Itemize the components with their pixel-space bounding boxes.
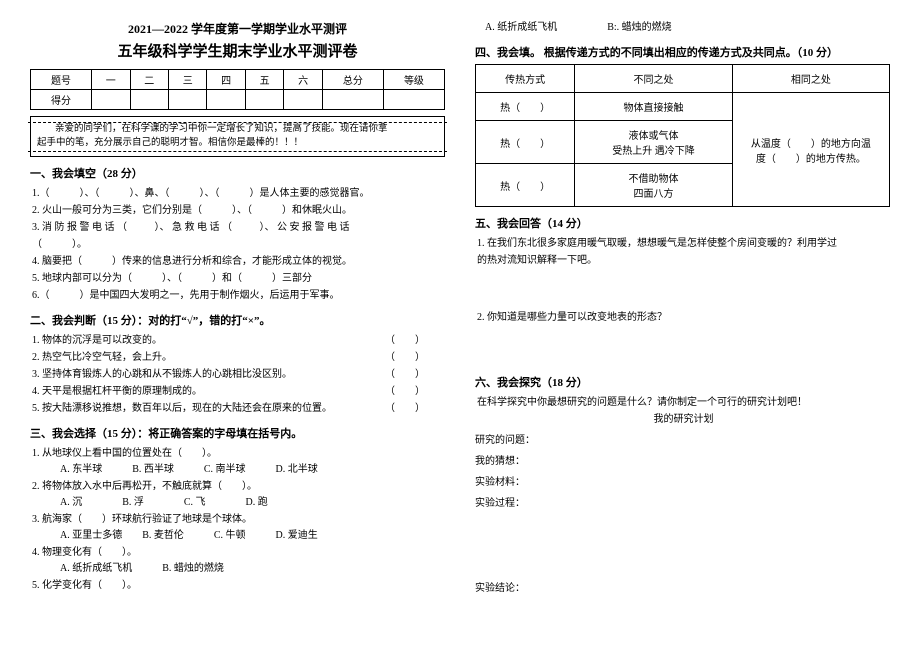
s3-q2: 2. 将物体放入水中后再松开，不触底就算（ ）。 (32, 478, 445, 495)
section5-title: 五、我会回答（14 分） (475, 215, 890, 231)
s1-q2: 2. 火山一般可分为三类，它们分别是（ ）、（ ）和休眠火山。 (32, 202, 445, 219)
score-header-row: 题号 一 二 三 四 五 六 总分 等级 (31, 70, 445, 90)
plan-material: 实验材料： (475, 474, 890, 491)
s3-q3: 3. 航海家（ ）环球航行验证了地球是个球体。 (32, 511, 445, 528)
h-col3: 相同之处 (732, 65, 889, 93)
s2-q4: 4. 天平是根据杠杆平衡的原理制成的。（ ） (32, 383, 445, 400)
s2-q1: 1. 物体的沉浮是可以改变的。（ ） (32, 332, 445, 349)
heat-table: 传热方式 不同之处 相同之处 热（ ） 物体直接接触 从温度（ ）的地方向温 度… (475, 64, 890, 207)
s6-intro: 在科学探究中你最想研究的问题是什么？请你制定一个可行的研究计划吧！ (477, 394, 890, 411)
h-col1: 传热方式 (476, 65, 575, 93)
s1-q5: 5. 地球内部可以分为（ ）、（ ）和（ ）三部分 (32, 270, 445, 287)
notice-line2: 起手中的笔，充分展示自己的聪明才智。相信你是最棒的！！！ (37, 136, 438, 150)
s1-q6: 6.（ ）是中国四大发明之一，先用于制作烟火，后运用于军事。 (32, 287, 445, 304)
notice-box: 亲爱的同学们，在科学课的学习中你一定增长了知识，提高了技能。现在请你拿 起手中的… (30, 116, 445, 157)
section6-title: 六、我会探究（18 分） (475, 374, 890, 390)
q5-options-top: A. 纸折成纸飞机 B:. 蜡烛的燃烧 (485, 20, 890, 36)
notice-line1: 亲爱的同学们，在科学课的学习中你一定增长了知识，提高了技能。现在请你拿 (37, 122, 438, 136)
s1-q4: 4. 脑要把（ ）传来的信息进行分析和综合，才能形成立体的视觉。 (32, 253, 445, 270)
score-row-label: 得分 (31, 90, 92, 110)
s3-q2-opts: A. 沉 B. 浮 C. 飞 D. 跑 (60, 495, 445, 511)
plan-guess: 我的猜想： (475, 453, 890, 470)
s2-q5: 5. 按大陆漂移说推想，数百年以后，现在的大陆还会在原来的位置。（ ） (32, 400, 445, 417)
s3-q4: 4. 物理变化有（ ）。 (32, 544, 445, 561)
section1-title: 一、我会填空（28 分） (30, 165, 445, 181)
section2-title: 二、我会判断（15 分）：对的打“√”，错的打“×”。 (30, 312, 445, 328)
s1-q3b: （ ）。 (32, 236, 445, 253)
heat-row1: 热（ ） 物体直接接触 从温度（ ）的地方向温 度（ ）的地方传热。 (476, 93, 890, 121)
title-sub: 五年级科学学生期末学业水平测评卷 (30, 40, 445, 61)
plan-process: 实验过程： (475, 495, 890, 512)
right-column: A. 纸折成纸飞机 B:. 蜡烛的燃烧 四、我会填。 根据传递方式的不同填出相应… (475, 20, 890, 631)
score-value-row: 得分 (31, 90, 445, 110)
s5-q1b: 的热对流知识解释一下吧。 (477, 252, 890, 269)
s1-q1: 1.（ ）、（ ）、鼻、（ ）、（ ）是人体主要的感觉器官。 (32, 185, 445, 202)
heat-header: 传热方式 不同之处 相同之处 (476, 65, 890, 93)
h-col2: 不同之处 (575, 65, 732, 93)
section3-title: 三、我会选择（15 分）：将正确答案的字母填在括号内。 (30, 425, 445, 441)
s3-q3-opts: A. 亚里士多德 B. 麦哲伦 C. 牛顿 D. 爱迪生 (60, 528, 445, 544)
plan-title: 我的研究计划 (477, 411, 890, 428)
plan-question: 研究的问题： (475, 432, 890, 449)
s2-q3: 3. 坚持体育锻炼人的心跳和从不锻炼人的心跳相比没区别。（ ） (32, 366, 445, 383)
plan-conclusion: 实验结论： (475, 580, 890, 597)
s3-q5: 5. 化学变化有（ ）。 (32, 577, 445, 594)
s1-q3a: 3. 消 防 报 警 电 话 （ ）、 急 救 电 话 （ ）、 公 安 报 警… (32, 219, 445, 236)
title-main: 2021—2022 学年度第一学期学业水平测评 (30, 20, 445, 37)
s3-q4-opts: A. 纸折成纸飞机 B. 蜡烛的燃烧 (60, 561, 445, 577)
section4-title: 四、我会填。 根据传递方式的不同填出相应的传递方式及共同点。（10 分） (475, 44, 890, 60)
s5-q2: 2. 你知道是哪些力量可以改变地表的形态？ (477, 309, 890, 326)
s5-q1a: 1. 在我们东北很多家庭用暖气取暖，想想暖气是怎样使整个房间变暖的？利用学过 (477, 235, 890, 252)
heat-common: 从温度（ ）的地方向温 度（ ）的地方传热。 (732, 93, 889, 207)
s2-q2: 2. 热空气比冷空气轻，会上升。（ ） (32, 349, 445, 366)
left-column: 2021—2022 学年度第一学期学业水平测评 五年级科学学生期末学业水平测评卷… (30, 20, 445, 631)
s3-q1-opts: A. 东半球 B. 西半球 C. 南半球 D. 北半球 (60, 462, 445, 478)
col-label: 题号 (31, 70, 92, 90)
score-table: 题号 一 二 三 四 五 六 总分 等级 得分 (30, 69, 445, 110)
s3-q1: 1. 从地球仪上看中国的位置处在（ ）。 (32, 445, 445, 462)
